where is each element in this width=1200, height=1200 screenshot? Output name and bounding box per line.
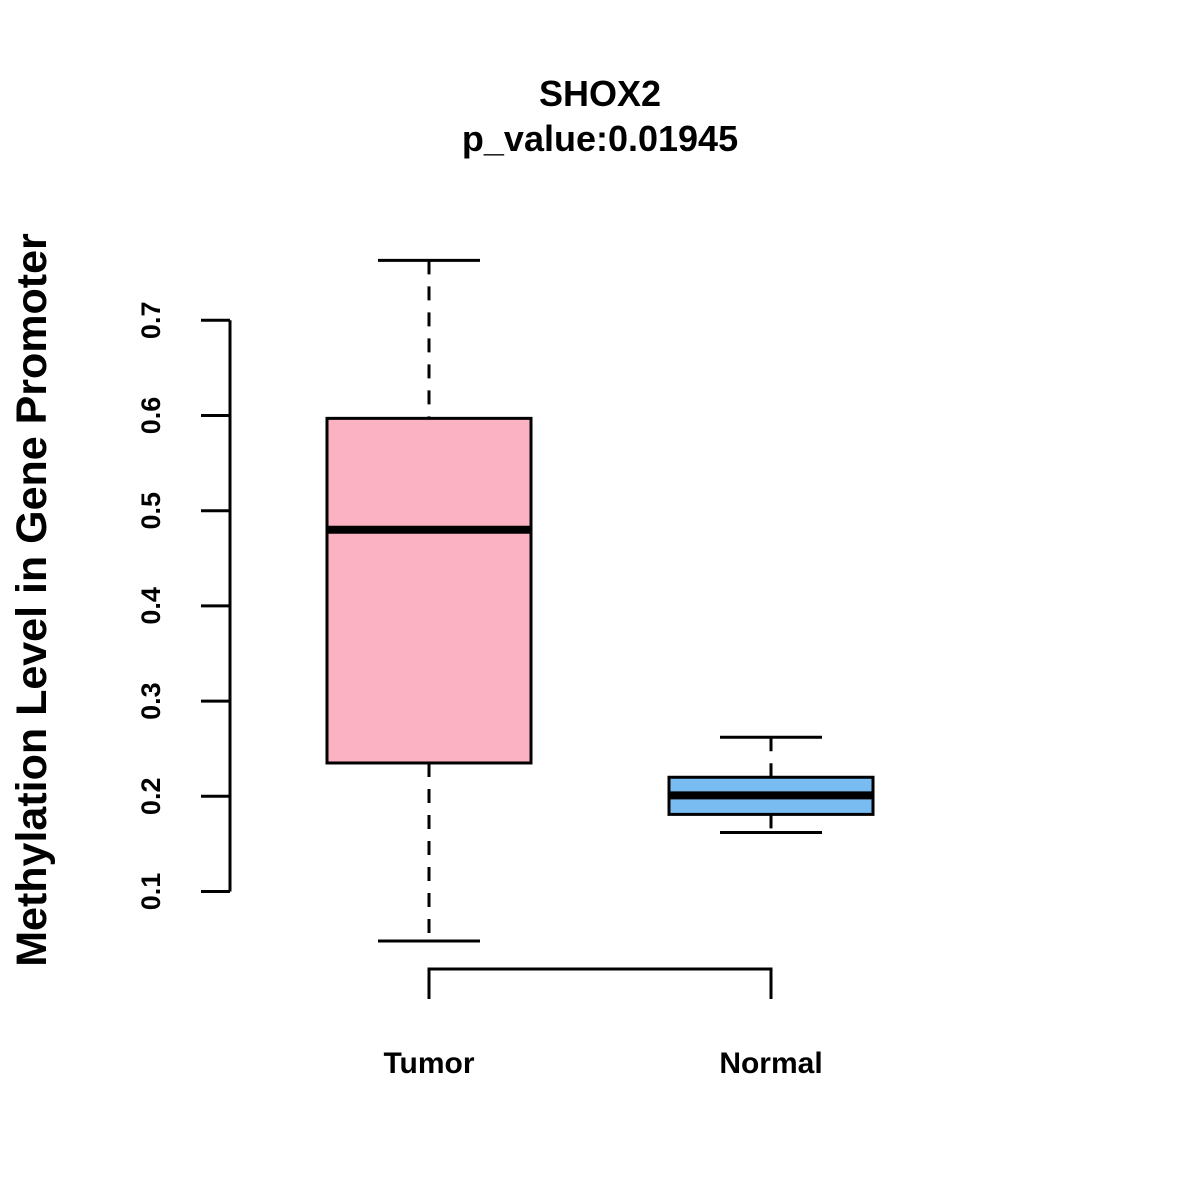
comparison-bracket — [427, 967, 773, 999]
iqr-box — [325, 416, 533, 765]
y-tick-label: 0.7 — [136, 302, 166, 340]
y-axis-label: Methylation Level in Gene Promoter — [8, 233, 56, 967]
y-tick-label: 0.3 — [136, 682, 166, 720]
y-tick-label: 0.1 — [136, 873, 166, 911]
bracket-line — [427, 967, 773, 999]
chart-title: SHOX2 — [539, 73, 661, 114]
group-label-tumor: Tumor — [383, 1047, 474, 1080]
boxes — [325, 258, 875, 943]
group-labels: Tumor Normal — [383, 1047, 822, 1080]
y-axis: 0.1 0.2 0.3 0.4 0.5 0.6 0.7 — [136, 302, 232, 911]
chart-subtitle: p_value:0.01945 — [462, 118, 738, 159]
box-tumor — [325, 258, 533, 943]
box-normal — [667, 735, 875, 834]
y-tick-label: 0.5 — [136, 492, 166, 530]
y-tick-label: 0.4 — [136, 587, 166, 625]
y-tick-label: 0.2 — [136, 778, 166, 816]
group-label-normal: Normal — [719, 1047, 822, 1080]
y-tick-label: 0.6 — [136, 397, 166, 435]
